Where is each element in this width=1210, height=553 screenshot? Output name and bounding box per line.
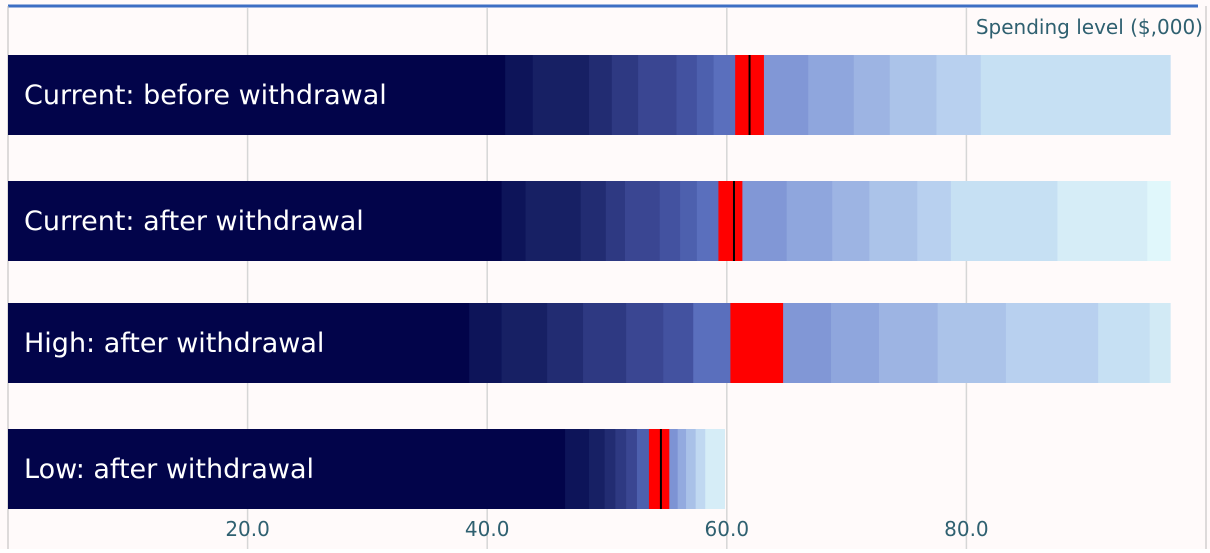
bar-band	[8, 303, 470, 383]
bar-band	[936, 55, 982, 135]
bar-band	[611, 55, 639, 135]
bar-band	[878, 303, 939, 383]
bar-band	[659, 181, 681, 261]
bar-band	[693, 303, 731, 383]
bar-band	[1149, 303, 1171, 383]
bar-band	[853, 55, 891, 135]
bar-band	[565, 429, 590, 509]
bar-band	[648, 429, 670, 509]
bar-band	[8, 181, 503, 261]
bar-band	[786, 181, 833, 261]
bar-band	[1147, 181, 1171, 261]
bar-band	[917, 181, 952, 261]
bar-band	[783, 303, 832, 383]
bar-band	[626, 303, 664, 383]
bar-band	[680, 181, 698, 261]
bar-band	[696, 181, 720, 261]
bar-band	[705, 429, 726, 509]
bar-band	[1005, 303, 1099, 383]
bar-band	[686, 429, 697, 509]
bar-band	[615, 429, 627, 509]
x-axis-ticks: 20.0 40.0 60.0 80.0	[225, 517, 988, 541]
bar-band	[505, 55, 534, 135]
bar-band	[980, 55, 1171, 135]
bar-band	[580, 181, 607, 261]
bar-band	[663, 303, 694, 383]
bar-band	[624, 181, 661, 261]
x-tick-label: 80.0	[944, 517, 989, 541]
bar-band	[605, 181, 626, 261]
bar-band	[937, 303, 1007, 383]
bar-band	[501, 303, 548, 383]
bar-band	[677, 429, 687, 509]
bar-band	[695, 429, 706, 509]
bar-band	[638, 55, 678, 135]
bar-row: Current: after withdrawal	[8, 181, 1171, 261]
bar-band	[1057, 181, 1148, 261]
bar-row: Current: before withdrawal	[8, 55, 1171, 135]
bar-band	[763, 55, 809, 135]
bar-band	[808, 55, 855, 135]
bar-band	[832, 181, 870, 261]
bar-band	[696, 55, 715, 135]
x-tick-label: 40.0	[465, 517, 510, 541]
bar-band	[501, 181, 527, 261]
bar-band	[869, 181, 918, 261]
bar-band	[1098, 303, 1151, 383]
bar-band	[626, 429, 638, 509]
bar-band	[831, 303, 880, 383]
bar-band	[950, 181, 1059, 261]
bar-band	[469, 303, 503, 383]
bar-band	[547, 303, 584, 383]
bar-band	[636, 429, 650, 509]
bar-band	[583, 303, 627, 383]
bar-band	[718, 181, 743, 261]
x-axis-title: Spending level ($,000)	[976, 15, 1203, 39]
bar-band	[589, 429, 606, 509]
bar-band	[8, 55, 506, 135]
bar-band	[676, 55, 698, 135]
bar-band	[889, 55, 938, 135]
x-tick-label: 20.0	[225, 517, 270, 541]
bar-band	[669, 429, 679, 509]
bar-band	[713, 55, 736, 135]
bar-band	[532, 55, 590, 135]
x-tick-label: 60.0	[705, 517, 750, 541]
bar-row: Low: after withdrawal	[8, 429, 726, 509]
bar-label: Current: after withdrawal	[24, 206, 364, 237]
bar-band	[604, 429, 616, 509]
bar-label: Current: before withdrawal	[24, 80, 387, 111]
bar-band	[742, 181, 788, 261]
bar-label: High: after withdrawal	[24, 328, 324, 359]
bar-row: High: after withdrawal	[8, 303, 1171, 383]
bar-label: Low: after withdrawal	[24, 454, 314, 485]
bar-band	[589, 55, 613, 135]
bar-band	[8, 429, 566, 509]
bars: Current: before withdrawal Current: after…	[8, 55, 1171, 509]
bar-band	[525, 181, 582, 261]
bar-band	[730, 303, 784, 383]
